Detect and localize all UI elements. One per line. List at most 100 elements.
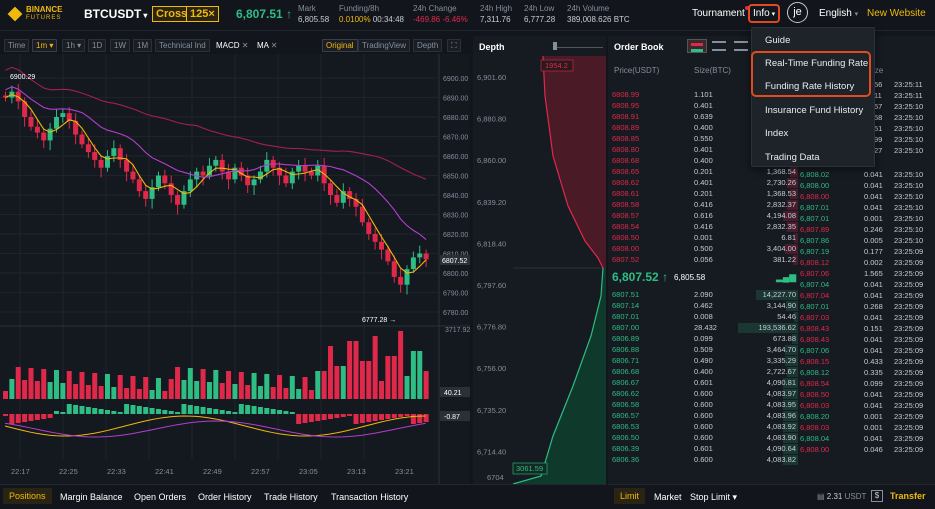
tab-trade-history[interactable]: Trade History <box>264 492 318 502</box>
interval-1d[interactable]: 1D <box>88 39 107 52</box>
macd-histogram-bar <box>245 405 251 414</box>
time-button[interactable]: Time <box>4 39 30 52</box>
menu-item-trading-data[interactable]: Trading Data <box>765 152 820 163</box>
macd-histogram-bar <box>155 409 161 414</box>
order-book-row[interactable]: 6808.58 0.416 2,832.37 <box>608 200 798 210</box>
trade-time: 23:25:09 <box>894 390 924 399</box>
order-book-row[interactable]: 6806.39 0.601 4,090.64 <box>608 444 798 454</box>
depth-zoom-slider[interactable] <box>553 42 603 50</box>
candlestick-chart[interactable]: 6900.00 6890.00 6880.00 6870.00 6860.00 6850.… <box>0 54 470 484</box>
transfer-button[interactable]: Transfer <box>890 491 926 501</box>
tab-transaction-history[interactable]: Transaction History <box>331 492 409 502</box>
view-bids-icon[interactable] <box>734 41 748 51</box>
row-size: 0.600 <box>694 411 713 420</box>
volume-bar <box>226 371 232 399</box>
close-icon[interactable]: ✕ <box>241 41 249 50</box>
view-both-icon[interactable] <box>687 39 707 53</box>
new-website-link[interactable]: New Website <box>867 8 926 19</box>
tab-positions[interactable]: Positions <box>3 488 52 504</box>
trade-row: 6,807.06 1.565 23:25:09 <box>798 269 935 279</box>
order-book-row[interactable]: 6807.00 28.432 193,536.62 <box>608 323 798 333</box>
order-book-row[interactable]: 6807.14 0.462 3,144.90 <box>608 301 798 311</box>
volume-bar <box>28 368 34 399</box>
macd-histogram-bar <box>219 410 225 414</box>
order-book-row[interactable]: 6808.00 0.500 3,404.00 <box>608 244 798 254</box>
macd-histogram-bar <box>308 414 314 422</box>
macd-histogram-bar <box>417 414 423 423</box>
indicator-macd[interactable]: MACD ✕ <box>216 41 249 50</box>
language-selector[interactable]: English ▾ <box>819 8 859 19</box>
depth-price-tick: 6,756.00 <box>477 364 506 373</box>
interval-1w[interactable]: 1W <box>110 39 130 52</box>
tab-market[interactable]: Market <box>654 492 682 502</box>
order-book-row[interactable]: 6806.67 0.601 4,090.81 <box>608 378 798 388</box>
info-menu-button[interactable]: Info ▾ <box>748 4 780 23</box>
fullscreen-icon[interactable]: ⛶ <box>447 39 461 52</box>
tab-stop-limit[interactable]: Stop Limit ▾ <box>690 492 738 502</box>
order-book-row[interactable]: 6807.52 0.056 381.22 <box>608 255 798 265</box>
order-book-row[interactable]: 6806.62 0.600 4,083.97 <box>608 389 798 399</box>
menu-item-insurance-fund-history[interactable]: Insurance Fund History <box>765 105 864 116</box>
tradingview-button[interactable]: TradingView <box>358 39 411 52</box>
tab-order-history[interactable]: Order History <box>198 492 252 502</box>
trade-row: 6,808.12 0.335 23:25:09 <box>798 368 935 378</box>
order-book-row[interactable]: 6806.53 0.600 4,083.92 <box>608 422 798 432</box>
row-total: 4,090.64 <box>766 444 796 453</box>
order-book-row[interactable]: 6806.89 0.099 673.88 <box>608 334 798 344</box>
symbol-selector[interactable]: BTCUSDT ▾ <box>84 7 147 21</box>
order-book-row[interactable]: 6808.50 0.001 6.81 <box>608 233 798 243</box>
leverage-button[interactable]: 125× <box>186 6 219 22</box>
order-book-row[interactable]: 6808.57 0.616 4,194.08 <box>608 211 798 221</box>
mid-price: 6,807.52 <box>612 270 659 284</box>
order-book-row[interactable]: 6806.58 0.600 4,083.95 <box>608 400 798 410</box>
order-book-row[interactable]: 6807.01 0.008 54.46 <box>608 312 798 322</box>
order-book-row[interactable]: 6806.36 0.600 4,083.82 <box>608 455 798 465</box>
candle-body <box>366 222 372 234</box>
margin-mode-button[interactable]: Cross <box>152 6 192 22</box>
menu-item-funding-rate-history[interactable]: Funding Rate History <box>765 81 855 92</box>
low-price-label: 6777.28 → <box>362 317 396 324</box>
tab-margin-balance[interactable]: Margin Balance <box>60 492 123 502</box>
order-book-row[interactable]: 6806.71 0.490 3,335.29 <box>608 356 798 366</box>
menu-item-index[interactable]: Index <box>765 128 789 139</box>
chart-toolbar: Time 1m ▾ 1h ▾ 1D 1W 1M Technical Ind MA… <box>0 36 470 54</box>
avatar[interactable]: je <box>787 2 808 23</box>
depth-bar <box>785 301 798 311</box>
tab-open-orders[interactable]: Open Orders <box>134 492 187 502</box>
order-book-row[interactable]: 6808.61 0.201 1,368.53 <box>608 189 798 199</box>
order-book-row[interactable]: 6806.68 0.400 2,722.67 <box>608 367 798 377</box>
row-size: 0.616 <box>694 211 713 220</box>
menu-item-guide[interactable]: Guide <box>765 35 791 46</box>
original-view-button[interactable]: Original <box>322 39 358 52</box>
order-book-row[interactable]: 6808.65 0.201 1,368.54 <box>608 167 798 177</box>
row-price: 6806.68 <box>612 367 640 376</box>
candle-body <box>353 198 359 207</box>
interval-1h[interactable]: 1h ▾ <box>62 39 86 52</box>
price-chart-canvas[interactable]: 6900.00 6890.00 6880.00 6870.00 6860.00 6850.… <box>0 54 470 484</box>
binance-futures-logo[interactable]: BINANCE FUTURES <box>7 6 62 22</box>
candle-body <box>423 253 429 260</box>
candle-body <box>22 101 28 117</box>
order-book-row[interactable]: 6806.88 0.509 3,464.70 <box>608 345 798 355</box>
order-book-row[interactable]: 6807.51 2.090 14,227.70 <box>608 290 798 300</box>
tournament-link[interactable]: Tournament <box>692 6 749 19</box>
interval-1m-month[interactable]: 1M <box>133 39 153 52</box>
close-icon[interactable]: ✕ <box>270 41 278 50</box>
order-book-row[interactable]: 6806.50 0.600 4,083.90 <box>608 433 798 443</box>
macd-histogram-bar <box>296 414 302 424</box>
volume-bar <box>92 373 98 399</box>
order-book-row[interactable]: 6808.62 0.401 2,730.26 <box>608 178 798 188</box>
order-book-row[interactable]: 6806.57 0.600 4,083.96 <box>608 411 798 421</box>
order-book-row[interactable]: 6808.54 0.416 2,832.35 <box>608 222 798 232</box>
row-price: 6808.65 <box>612 167 640 176</box>
tab-limit[interactable]: Limit <box>614 488 646 504</box>
menu-item-real-time-funding-rate[interactable]: Real-Time Funding Rate <box>765 58 869 69</box>
row-total: 54.46 <box>777 312 796 321</box>
depth-view-button[interactable]: Depth <box>413 39 443 52</box>
volume-bar <box>98 386 104 399</box>
price-column-header: Price(USDT) <box>614 66 660 75</box>
indicator-ma[interactable]: MA ✕ <box>257 41 278 50</box>
interval-1m[interactable]: 1m ▾ <box>32 39 58 52</box>
view-asks-icon[interactable] <box>712 41 726 51</box>
technical-indicator-button[interactable]: Technical Ind <box>155 39 210 52</box>
